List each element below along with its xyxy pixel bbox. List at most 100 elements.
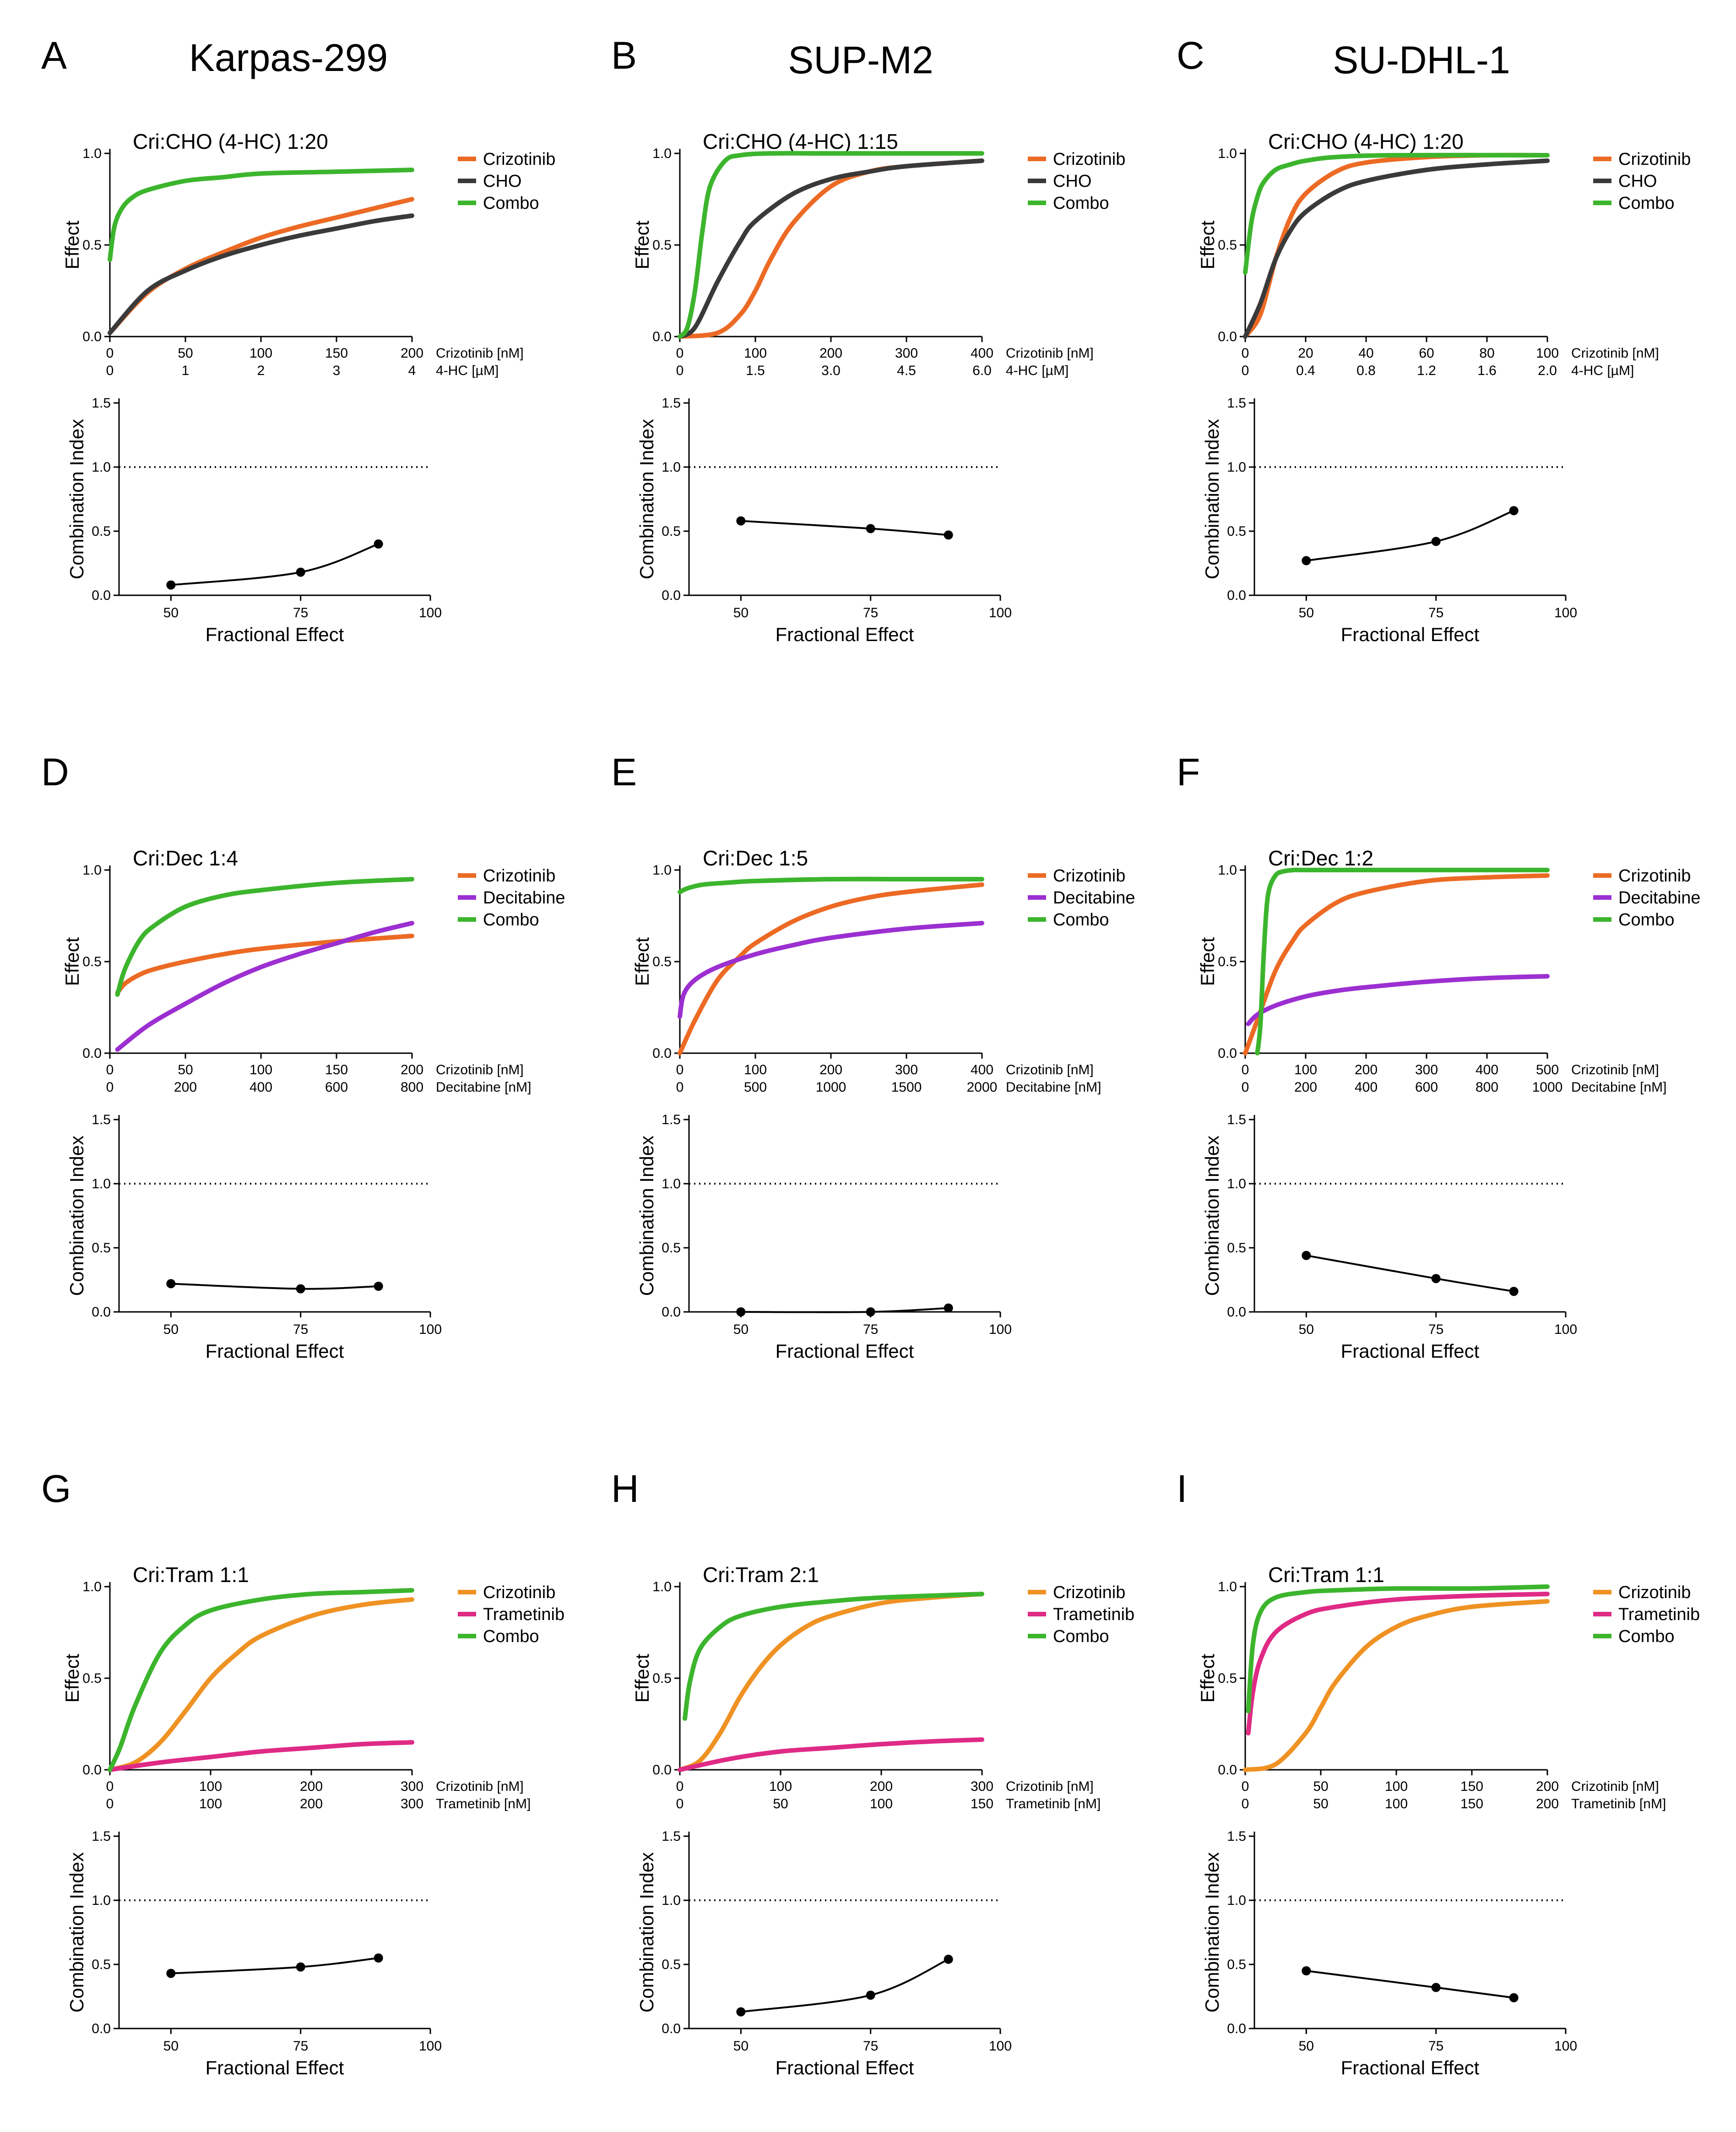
plot-title: Cri:Dec 1:5 xyxy=(703,846,808,870)
ci-point xyxy=(1431,1274,1441,1284)
panel-f: F 0.0 0.5 1.0 0 0 100 200 200 400 300 600 400 800 500 1… xyxy=(1177,751,1701,1362)
panel-letter: E xyxy=(611,751,637,794)
plot-title: Cri:CHO (4-HC) 1:20 xyxy=(1268,130,1464,153)
x2-tick-label: 3.0 xyxy=(821,363,841,378)
x-tick-label: 50 xyxy=(163,2039,179,2054)
x2-axis-label: Decitabine [nM] xyxy=(1571,1080,1666,1095)
y-tick-label: 1.0 xyxy=(1227,460,1246,475)
y-tick-label: 0.5 xyxy=(652,238,672,253)
ci-point xyxy=(944,530,953,540)
ci-point xyxy=(1431,1983,1441,1992)
x-axis-label: Fractional Effect xyxy=(776,1340,914,1362)
y-tick-label: 0.0 xyxy=(652,1046,672,1061)
x2-tick-label: 0 xyxy=(1242,363,1249,378)
series-line-combo xyxy=(1243,152,1550,275)
x2-tick-label: 150 xyxy=(971,1796,993,1811)
ci-point xyxy=(736,2007,746,2017)
dose-response-plot: 0.0 0.5 1.0 0 0 100 200 200 400 300 600 400 800 500 10… xyxy=(1197,846,1701,1095)
x2-tick-label: 200 xyxy=(174,1080,197,1095)
x2-tick-label: 50 xyxy=(773,1796,788,1811)
series-line-cho xyxy=(1243,158,1550,339)
series-line-crizotinib xyxy=(678,158,984,339)
y-tick-label: 0.0 xyxy=(82,329,102,344)
dose-response-plot: 0.0 0.5 1.0 0 0 100 100 200 200 300 300 Crizotinib … xyxy=(61,1563,564,1811)
dose-response-plot: 0.0 0.5 1.0 0 0 100 50 200 100 300 150 Crizotinib [… xyxy=(631,1563,1134,1811)
y-tick-label: 0.0 xyxy=(662,2021,681,2036)
y-axis-label: Effect xyxy=(61,937,83,986)
x-tick-label: 50 xyxy=(733,2039,749,2054)
x-tick-label: 50 xyxy=(163,605,179,620)
panel-g: G 0.0 0.5 1.0 0 0 100 100 200 200 300 300 Crizotinib… xyxy=(41,1467,564,2078)
series-line-combo xyxy=(108,168,414,262)
x2-tick-label: 1000 xyxy=(816,1080,846,1095)
x2-tick-label: 0 xyxy=(106,1796,114,1811)
legend-label: Combo xyxy=(483,1627,539,1646)
series-line-decitabine xyxy=(1246,974,1550,1026)
x-tick-label: 200 xyxy=(401,1062,423,1077)
combination-index-plot: 0.0 0.5 1.0 1.5 50 75 100 Fractional Effect Comb… xyxy=(66,396,442,645)
x-tick-label: 200 xyxy=(1536,1779,1559,1794)
x2-tick-label: 2 xyxy=(257,363,265,378)
legend-label: Crizotinib xyxy=(1053,1583,1125,1602)
x2-axis-label: Trametinib [nM] xyxy=(1006,1796,1101,1811)
x-tick-label: 75 xyxy=(863,605,878,620)
combination-index-plot: 0.0 0.5 1.0 1.5 50 75 100 Fractional Effect Comb… xyxy=(66,1829,442,2078)
y-tick-label: 1.0 xyxy=(1227,1176,1246,1191)
x-axis-label: Fractional Effect xyxy=(206,1340,344,1362)
legend-label: Crizotinib xyxy=(1618,1583,1691,1602)
y-axis-label: Combination Index xyxy=(1201,419,1223,579)
series-line-decitabine xyxy=(115,921,414,1052)
series-line-crizotinib xyxy=(108,1597,414,1772)
y-tick-label: 0.5 xyxy=(662,524,681,539)
x-tick-label: 60 xyxy=(1419,346,1434,361)
panel-letter: A xyxy=(41,34,67,77)
legend-label: Trametinib xyxy=(1618,1605,1700,1624)
ci-point xyxy=(374,1953,383,1963)
x-tick-label: 100 xyxy=(744,1062,767,1077)
y-axis-label: Effect xyxy=(1197,220,1218,269)
x-tick-label: 0 xyxy=(676,1062,684,1077)
x-axis-label: Crizotinib [nM] xyxy=(1006,1779,1094,1794)
x-axis-label: Fractional Effect xyxy=(1341,2057,1480,2078)
combination-index-plot: 0.0 0.5 1.0 1.5 50 75 100 Fractional Effect Comb… xyxy=(1201,1829,1577,2078)
x-tick-label: 100 xyxy=(1554,1322,1577,1337)
y-axis-label: Effect xyxy=(61,1653,83,1702)
y-tick-label: 1.0 xyxy=(1218,863,1237,878)
x2-tick-label: 400 xyxy=(1355,1080,1378,1095)
x-tick-label: 75 xyxy=(863,2039,878,2054)
x2-tick-label: 1500 xyxy=(891,1080,922,1095)
x2-tick-label: 50 xyxy=(1313,1796,1328,1811)
column-title-karpas-299: Karpas-299 xyxy=(189,36,388,79)
combination-index-plot: 0.0 0.5 1.0 1.5 50 75 100 Fractional Effect Comb… xyxy=(66,1112,442,1362)
dose-response-plot: 0.0 0.5 1.0 0 0 100 1.5 200 3.0 300 4.5 400 6.0 Crizo… xyxy=(631,130,1125,378)
ci-point xyxy=(736,1307,746,1316)
dose-response-plot: 0.0 0.5 1.0 0 0 50 50 100 100 150 150 200 200 Crizoti… xyxy=(1197,1563,1700,1811)
series-line-trametinib xyxy=(108,1740,414,1772)
series-line-cho xyxy=(108,213,414,335)
y-tick-label: 1.5 xyxy=(92,1829,111,1844)
legend-label: Trametinib xyxy=(1053,1605,1134,1624)
series-line-cho xyxy=(678,158,984,339)
y-axis-label: Effect xyxy=(1197,937,1218,986)
x-axis-label: Crizotinib [nM] xyxy=(436,1779,524,1794)
x2-tick-label: 1000 xyxy=(1532,1080,1563,1095)
series-line-combo xyxy=(108,1588,414,1772)
x-tick-label: 75 xyxy=(293,1322,308,1337)
y-tick-label: 0.0 xyxy=(82,1762,102,1778)
x-tick-label: 50 xyxy=(1313,1779,1328,1794)
x-tick-label: 200 xyxy=(819,1062,842,1077)
x-tick-label: 0 xyxy=(1242,346,1249,361)
column-title-sup-m2: SUP-M2 xyxy=(788,38,933,82)
ci-point xyxy=(1302,1251,1311,1260)
series-line-combo xyxy=(1246,1584,1550,1713)
panel-c: C 0.0 0.5 1.0 0 0 20 0.4 40 0.8 60 1.2 80 1.6 100 2.0 Cr… xyxy=(1177,34,1691,645)
x2-axis-label: Decitabine [nM] xyxy=(436,1080,531,1095)
x-axis-label: Fractional Effect xyxy=(1341,1340,1480,1362)
panel-i: I 0.0 0.5 1.0 0 0 50 50 100 100 150 150 200 200 Crizot… xyxy=(1177,1467,1700,2078)
ci-line xyxy=(741,520,949,536)
ci-point xyxy=(1431,537,1441,546)
x2-tick-label: 0 xyxy=(676,1080,684,1095)
legend-label: Decitabine xyxy=(483,888,565,908)
y-tick-label: 0.5 xyxy=(1218,238,1237,253)
